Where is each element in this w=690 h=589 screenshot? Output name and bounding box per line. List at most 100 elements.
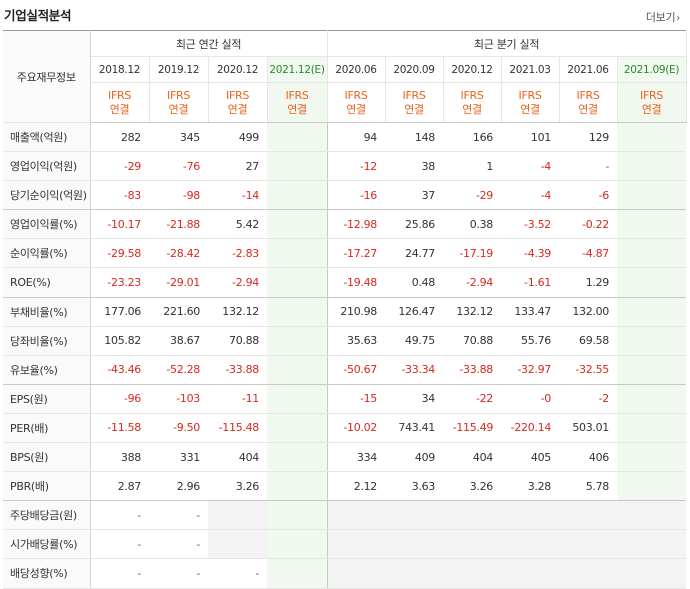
value-cell: [267, 558, 328, 589]
value-cell: 101: [501, 122, 560, 153]
consolidated-label: 연결: [462, 102, 482, 116]
value-cell: -16: [326, 180, 386, 211]
ifrs-label: IFRS: [640, 88, 664, 102]
value-cell: [267, 529, 328, 560]
table-corner-label: 주요재무정보: [3, 30, 91, 123]
value-cell: [617, 267, 687, 298]
value-cell: 388: [90, 442, 149, 473]
value-cell: -11.58: [90, 413, 149, 444]
value-cell: [443, 529, 502, 560]
period-header: 2020.12: [208, 56, 268, 83]
table-row: BPS(원) 388 331 404 334 409 404 405 406: [3, 442, 687, 473]
value-cell: -23.23: [90, 267, 149, 298]
value-cell: [501, 558, 560, 589]
value-cell: [267, 500, 328, 531]
value-cell: 331: [149, 442, 208, 473]
value-cell: [267, 209, 328, 240]
quarterly-group-header: 최근 분기 실적: [326, 30, 687, 57]
table-row: 매출액(억원) 282 345 499 94 148 166 101 129: [3, 122, 687, 153]
table-row: 영업이익률(%) -10.17 -21.88 5.42 -12.98 25.86 0.38-…: [3, 209, 687, 240]
period-header: 2019.12: [149, 56, 209, 83]
table-row: 당기순이익(억원) -83 -98 -14 -16 37 -29 -4 -6: [3, 180, 687, 211]
value-cell: [443, 500, 502, 531]
value-cell: -12: [326, 151, 386, 182]
table-row: 순이익률(%) -29.58 -28.42 -2.83 -17.27 24.77 -17.1…: [3, 238, 687, 269]
value-cell: -76: [149, 151, 208, 182]
table-row: 시가배당률(%) - -: [3, 529, 687, 560]
row-label: BPS(원): [3, 442, 91, 473]
consolidated-label: 연결: [404, 102, 424, 116]
value-cell: 2.96: [149, 471, 208, 502]
table-row: PER(배) -11.58 -9.50 -115.48 -10.02 743.41 -115…: [3, 413, 687, 444]
value-cell: [267, 151, 328, 182]
value-cell: -2: [559, 384, 618, 414]
row-label: 부채비율(%): [3, 297, 91, 327]
consolidated-label: 연결: [227, 102, 248, 116]
value-cell: 49.75: [385, 326, 444, 356]
value-cell: [617, 209, 687, 240]
value-cell: 3.63: [385, 471, 444, 502]
value-cell: -2.83: [208, 238, 267, 269]
section-header: 기업실적분석 더보기›: [0, 0, 690, 30]
value-cell: [617, 529, 687, 560]
value-cell: -28.42: [149, 238, 208, 269]
consolidated-label: 연결: [168, 102, 189, 116]
ifrs-label: IFRS: [460, 88, 484, 102]
value-cell: -96: [90, 384, 149, 414]
value-cell: 34: [385, 384, 444, 414]
row-label: 영업이익(억원): [3, 151, 91, 182]
value-cell: 55.76: [501, 326, 560, 356]
financial-summary-table: 주요재무정보 최근 연간 실적 최근 분기 실적 2018.12 2019.12 2020…: [3, 30, 687, 589]
value-cell: -33.34: [385, 355, 444, 385]
value-cell: -2.94: [443, 267, 502, 298]
value-cell: 132.12: [443, 297, 502, 327]
value-cell: 5.42: [208, 209, 267, 240]
ifrs-badge: IFRS 연결: [326, 82, 386, 123]
value-cell: [617, 355, 687, 385]
value-cell: [617, 326, 687, 356]
value-cell: 94: [326, 122, 386, 153]
row-label: EPS(원): [3, 384, 91, 414]
value-cell: 5.78: [559, 471, 618, 502]
value-cell: [267, 180, 328, 211]
table-row: 주당배당금(원) - -: [3, 500, 687, 531]
value-cell: 3.26: [443, 471, 502, 502]
value-cell: 1: [443, 151, 502, 182]
table-row: 부채비율(%) 177.06 221.60 132.12 210.98 126.47 132…: [3, 297, 687, 327]
value-cell: [267, 267, 328, 298]
value-cell: [617, 471, 687, 502]
ifrs-badge: IFRS 연결: [90, 82, 150, 123]
value-cell: 177.06: [90, 297, 149, 327]
table-row: 유보율(%) -43.46 -52.28 -33.88 -50.67 -33.34 -33.…: [3, 355, 687, 385]
ifrs-label: IFRS: [576, 88, 600, 102]
value-cell: 166: [443, 122, 502, 153]
row-label: 당좌비율(%): [3, 326, 91, 356]
value-cell: -11: [208, 384, 267, 414]
value-cell: [617, 558, 687, 589]
value-cell: -: [149, 500, 208, 531]
period-header: 2021.06: [559, 56, 618, 83]
value-cell: -: [559, 151, 618, 182]
value-cell: -10.17: [90, 209, 149, 240]
value-cell: 503.01: [559, 413, 618, 444]
value-cell: -4: [501, 151, 560, 182]
value-cell: 3.26: [208, 471, 267, 502]
value-cell: 743.41: [385, 413, 444, 444]
value-cell: 37: [385, 180, 444, 211]
value-cell: [617, 180, 687, 211]
more-link[interactable]: 더보기›: [646, 9, 680, 25]
ifrs-badge: IFRS 연결: [267, 82, 328, 123]
value-cell: [208, 529, 267, 560]
value-cell: -0: [501, 384, 560, 414]
value-cell: -29.01: [149, 267, 208, 298]
value-cell: [617, 238, 687, 269]
value-cell: -: [208, 558, 267, 589]
value-cell: 404: [443, 442, 502, 473]
value-cell: -43.46: [90, 355, 149, 385]
value-cell: -4.87: [559, 238, 618, 269]
value-cell: [267, 238, 328, 269]
row-label: ROE(%): [3, 267, 91, 298]
ifrs-badge: IFRS 연결: [559, 82, 618, 123]
value-cell: -22: [443, 384, 502, 414]
row-label: 영업이익률(%): [3, 209, 91, 240]
